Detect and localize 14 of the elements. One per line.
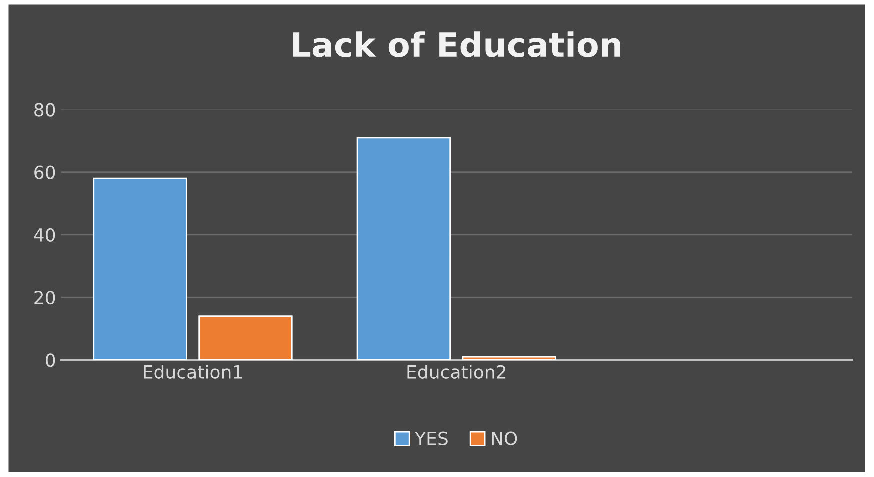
bar bbox=[93, 178, 188, 360]
y-tick-label: 20 bbox=[34, 290, 56, 305]
bar bbox=[462, 356, 556, 360]
y-tick-label: 80 bbox=[34, 103, 56, 117]
bar bbox=[198, 316, 293, 360]
y-tick-label: 0 bbox=[46, 354, 56, 368]
bar bbox=[356, 137, 452, 360]
y-tick-label: 60 bbox=[34, 166, 56, 180]
x-tick-label: Education1 bbox=[144, 364, 242, 379]
legend-label: YES bbox=[414, 432, 448, 446]
y-tick-label: 40 bbox=[34, 228, 56, 242]
chart-title: Lack of Education bbox=[293, 32, 620, 58]
x-tick-label: Education2 bbox=[408, 364, 506, 379]
legend-label: NO bbox=[492, 432, 518, 446]
